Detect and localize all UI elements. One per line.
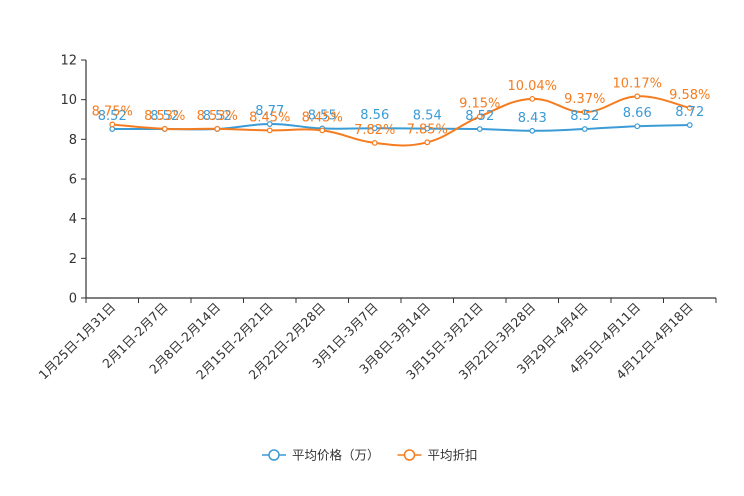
- data-point: [319, 127, 326, 134]
- legend-label: 平均价格（万）: [292, 448, 380, 463]
- data-label: 8.53%: [197, 109, 238, 124]
- series-layer: [109, 93, 693, 147]
- y-tick-label: 0: [69, 292, 77, 307]
- data-label: 8.52: [570, 109, 599, 124]
- data-point: [424, 139, 431, 146]
- data-label: 9.58%: [669, 88, 710, 103]
- data-point: [634, 123, 641, 130]
- data-point: [371, 140, 378, 146]
- y-tick-label: 6: [69, 173, 77, 188]
- data-point: [161, 125, 168, 132]
- legend-item: 平均价格（万）: [262, 448, 380, 463]
- data-label: 10.17%: [612, 76, 662, 91]
- series-line: [112, 95, 690, 147]
- data-point: [581, 126, 588, 132]
- legend-marker: [403, 449, 416, 461]
- data-label: 8.53%: [144, 109, 185, 124]
- data-label: 8.52: [203, 109, 232, 124]
- legend-item: 平均折扣: [397, 448, 478, 463]
- y-tick-label: 4: [69, 212, 77, 227]
- data-point: [476, 126, 483, 132]
- data-point: [371, 125, 378, 132]
- data-point: [634, 93, 641, 100]
- data-point: [109, 126, 116, 132]
- data-label: 9.15%: [459, 97, 500, 112]
- data-point: [686, 105, 693, 111]
- data-point: [266, 121, 273, 127]
- y-tick-label: 8: [69, 133, 77, 148]
- data-point: [266, 127, 273, 134]
- y-tick-label: 10: [60, 93, 77, 108]
- legend-marker: [268, 449, 280, 461]
- data-point: [529, 95, 536, 102]
- y-tick-label: 2: [69, 252, 77, 267]
- data-point: [529, 127, 536, 134]
- data-point: [109, 121, 116, 128]
- data-label: 8.52: [465, 109, 494, 124]
- data-label: 8.75%: [92, 104, 133, 119]
- data-label: 8.54: [413, 109, 442, 124]
- data-point: [581, 109, 588, 116]
- data-label: 8.56: [360, 108, 389, 123]
- data-label: 7.82%: [354, 123, 395, 138]
- data-label: 8.45%: [249, 110, 290, 125]
- data-label: 8.55: [308, 108, 337, 123]
- data-label: 8.77: [255, 104, 284, 119]
- data-point: [424, 125, 431, 132]
- data-labels: 8.52 8.52 8.52 8.77 8.55 8.56 8.54 8.52 8.43 8.52…: [92, 76, 711, 138]
- legend: 平均价格（万） 平均折扣: [262, 448, 478, 463]
- data-label: 9.37%: [564, 92, 605, 107]
- y-tick-label: 12: [60, 54, 77, 69]
- data-point: [214, 125, 221, 132]
- data-label: 7.85%: [407, 122, 448, 137]
- data-label: 8.52: [150, 109, 179, 124]
- x-tick-label: 1月25日-1月31日: [35, 300, 118, 383]
- series-avg-discount: [109, 93, 693, 147]
- data-label: 8.72: [675, 105, 704, 120]
- data-point: [686, 122, 693, 128]
- data-label: 8.43: [518, 111, 547, 126]
- data-label: 8.52: [98, 109, 127, 124]
- legend-label: 平均折扣: [428, 448, 478, 463]
- data-label: 10.04%: [507, 79, 557, 94]
- data-label: 8.45%: [302, 110, 343, 125]
- data-point: [476, 113, 483, 120]
- data-label: 8.66: [623, 106, 652, 121]
